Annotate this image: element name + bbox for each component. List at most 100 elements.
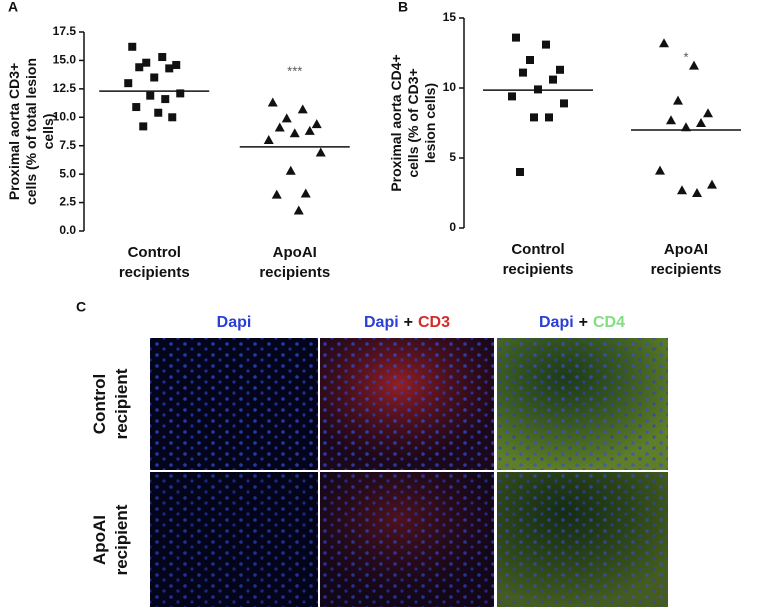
- y-axis-label-line: Proximal aorta CD3+: [6, 63, 22, 200]
- image: [320, 338, 494, 470]
- data-point: [512, 33, 520, 42]
- x-tick-label: ApoAI recipients: [651, 241, 722, 278]
- row-label: Control recipient: [90, 368, 131, 439]
- row-label: ApoAI recipient: [90, 504, 131, 575]
- column-label-part: +: [579, 314, 588, 331]
- column-label-part: CD3: [418, 314, 450, 331]
- data-point: [142, 58, 151, 67]
- column-label: Dapi + CD3: [364, 314, 450, 331]
- data-point: [655, 165, 665, 175]
- data-point: [681, 122, 691, 132]
- panel-label: C: [76, 299, 86, 315]
- data-point: [271, 189, 282, 199]
- data-point: [168, 113, 177, 122]
- y-axis-label-line: cells (% of total lesion: [23, 58, 39, 205]
- data-point: [659, 38, 669, 48]
- panel-label: B: [398, 0, 408, 15]
- x-tick-label-line: ApoAI: [664, 241, 708, 258]
- data-point: [526, 56, 534, 64]
- data-point: [293, 205, 304, 215]
- data-point: [549, 75, 557, 84]
- data-point: [150, 73, 159, 82]
- y-tick-label: 0: [449, 220, 456, 234]
- data-point: [132, 103, 141, 112]
- data-point: [692, 188, 702, 197]
- column-label: Dapi + CD4: [539, 314, 625, 331]
- data-point: [300, 188, 311, 198]
- data-point: [516, 168, 524, 176]
- data-point: [172, 60, 181, 69]
- x-tick-label: Control recipients: [119, 244, 190, 281]
- column-label-part: Dapi: [539, 314, 574, 331]
- y-tick-label: 5: [449, 150, 456, 164]
- column-label-part: CD4: [593, 314, 625, 331]
- x-tick-label-line: ApoAI: [273, 244, 317, 261]
- y-tick-label: 10.0: [53, 109, 77, 123]
- y-axis-label-line: Proximal aorta CD4+: [388, 54, 404, 191]
- data-point: [158, 53, 167, 62]
- data-point: [146, 91, 155, 100]
- annotation: ***: [287, 63, 302, 78]
- data-point: [677, 185, 687, 195]
- x-tick-label-line: Control: [511, 241, 564, 258]
- column-label: Dapi: [217, 314, 252, 331]
- data-point: [289, 128, 300, 138]
- y-tick-label: 7.5: [59, 138, 76, 152]
- y-tick-label: 17.5: [53, 24, 77, 38]
- data-point: [666, 115, 676, 125]
- data-point: [274, 122, 285, 132]
- y-tick-label: 12.5: [53, 81, 77, 95]
- panel-label: A: [8, 0, 18, 15]
- data-point: [285, 165, 296, 175]
- data-point: [556, 65, 564, 74]
- y-tick-label: 15.0: [53, 53, 77, 67]
- y-axis-label-line: cells): [40, 114, 56, 150]
- y-tick-label: 0.0: [59, 223, 76, 237]
- y-axis-label-line: cells (% of CD3+: [405, 68, 421, 177]
- y-tick-label: 10: [443, 80, 457, 94]
- data-point: [263, 135, 274, 145]
- data-point: [128, 42, 137, 51]
- data-point: [135, 63, 144, 72]
- x-tick-label-line: recipients: [651, 261, 722, 278]
- data-point: [154, 108, 163, 117]
- column-label-part: Dapi: [217, 314, 252, 331]
- image: [320, 472, 494, 607]
- data-point: [508, 92, 516, 101]
- x-tick-label: Control recipients: [503, 241, 574, 278]
- data-point: [696, 118, 706, 127]
- y-tick-label: 15: [443, 10, 457, 24]
- y-axis-label-line: lesion cells): [422, 83, 438, 163]
- data-point: [542, 40, 550, 49]
- x-tick-label-line: recipients: [119, 264, 190, 281]
- row-label-line: recipient: [112, 368, 131, 439]
- y-axis-label: Proximal aorta CD3+cells (% of total les…: [6, 58, 56, 205]
- annotation: *: [683, 49, 688, 64]
- x-tick-label: ApoAI recipients: [259, 244, 330, 281]
- data-point: [315, 147, 326, 157]
- data-point: [519, 68, 527, 77]
- x-tick-label-line: recipients: [503, 261, 574, 278]
- image: [150, 472, 318, 607]
- data-point: [281, 113, 292, 123]
- data-point: [297, 104, 308, 114]
- x-tick-label-line: Control: [128, 244, 181, 261]
- x-tick-label-line: recipients: [259, 264, 330, 281]
- image: [497, 472, 668, 607]
- y-tick-label: 5.0: [59, 166, 76, 180]
- data-point: [311, 119, 322, 129]
- data-point: [673, 95, 683, 105]
- data-point: [165, 64, 174, 73]
- data-point: [139, 122, 148, 131]
- column-label-part: +: [404, 314, 413, 331]
- data-point: [304, 125, 315, 135]
- data-point: [707, 179, 717, 189]
- image: [150, 338, 318, 470]
- row-label-line: ApoAI: [90, 515, 109, 565]
- data-point: [545, 113, 553, 122]
- data-point: [267, 97, 278, 107]
- data-point: [530, 113, 538, 122]
- column-label-part: Dapi: [364, 314, 399, 331]
- data-point: [124, 79, 133, 88]
